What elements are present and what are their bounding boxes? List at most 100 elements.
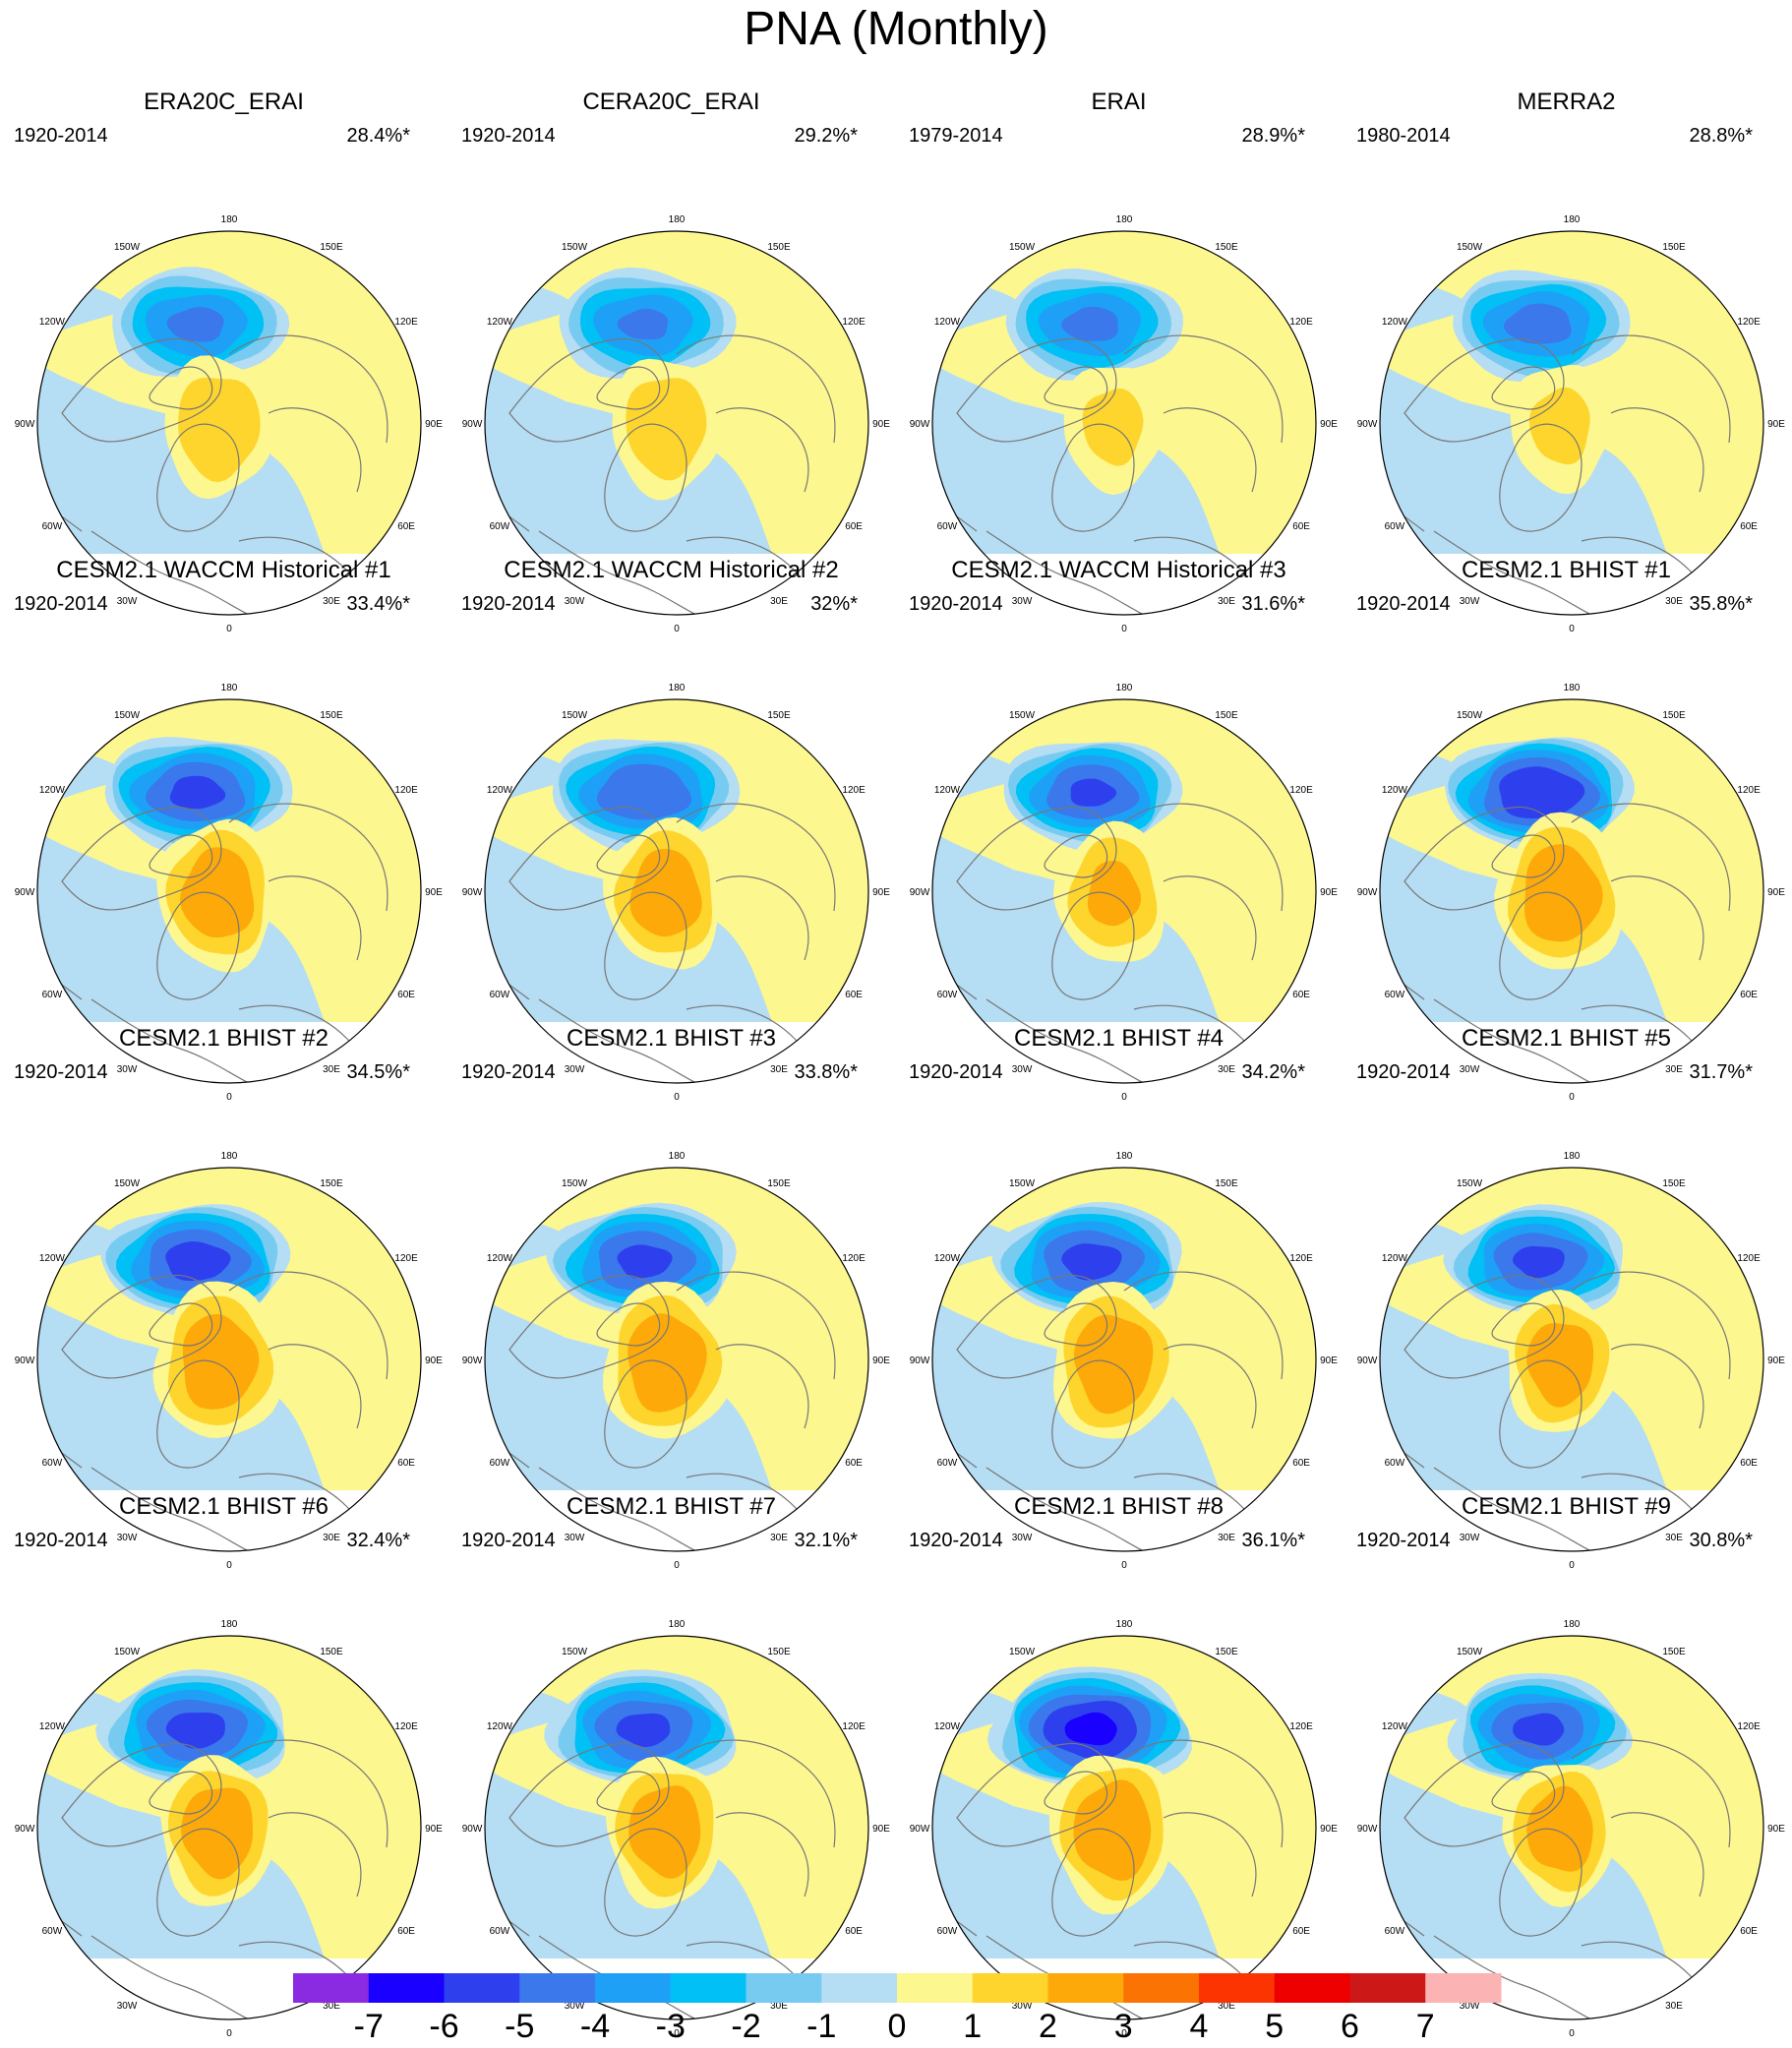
longitude-label: 90E bbox=[1767, 1355, 1785, 1366]
longitude-label: 60W bbox=[490, 990, 510, 1000]
map-border bbox=[36, 698, 422, 1084]
colorbar-swatch bbox=[1274, 1973, 1350, 2003]
arctic-high-contour-3 bbox=[1526, 1785, 1593, 1872]
longitude-label: 0 bbox=[674, 1092, 680, 1103]
longitude-label: 90E bbox=[1767, 1824, 1785, 1835]
map-field bbox=[1380, 231, 1763, 615]
panel-years: 1920-2014 bbox=[909, 1061, 1003, 1083]
longitude-label: 0 bbox=[1569, 1092, 1575, 1103]
polar-map: 180 150E 120E 90E 60E 30E 0 30W 60W 90W 120W 150W bbox=[15, 683, 444, 1103]
panel-years: 1920-2014 bbox=[14, 1061, 108, 1083]
longitude-label: 180 bbox=[221, 1151, 238, 1162]
longitude-label: 90W bbox=[462, 887, 483, 898]
longitude-label: 150E bbox=[1215, 710, 1238, 721]
pacific-low-contour-6 bbox=[169, 775, 226, 810]
longitude-label: 180 bbox=[1116, 683, 1133, 693]
longitude-label: 120E bbox=[1737, 1721, 1761, 1732]
map-border bbox=[931, 698, 1317, 1084]
arctic-high-contour-3 bbox=[182, 1313, 260, 1410]
longitude-label: 180 bbox=[1116, 1619, 1133, 1630]
polar-map: 180 150E 120E 90E 60E 30E 0 30W 60W 90W 120W 150W bbox=[462, 214, 891, 634]
colorbar-swatch bbox=[293, 1973, 370, 2003]
longitude-label: 90E bbox=[872, 887, 890, 898]
colorbar-swatch bbox=[368, 1973, 445, 2003]
longitude-label: 180 bbox=[1564, 214, 1581, 225]
longitude-label: 90W bbox=[15, 1355, 35, 1366]
map-border bbox=[36, 1167, 422, 1552]
pacific-low-contour-6 bbox=[1070, 778, 1117, 807]
colorbar bbox=[293, 1973, 1502, 2003]
longitude-label: 120W bbox=[1382, 1721, 1408, 1732]
longitude-label: 30W bbox=[565, 2001, 585, 2012]
panel-title: CESM2.1 BHIST #6 bbox=[119, 1493, 329, 1520]
colorbar-swatch bbox=[821, 1973, 898, 2003]
map-field bbox=[485, 231, 868, 615]
longitude-label: 30W bbox=[1012, 1533, 1033, 1543]
polar-map: 180 150E 120E 90E 60E 30E 0 30W 60W 90W 120W 150W bbox=[910, 683, 1339, 1103]
arctic-high-contour-3 bbox=[1524, 844, 1603, 942]
map-panel: 180 150E 120E 90E 60E 30E 0 30W 60W 90W 120W 150W CE… bbox=[448, 555, 895, 1103]
panel-title: CESM2.1 BHIST #1 bbox=[1462, 557, 1671, 583]
map-field bbox=[932, 1168, 1316, 1551]
arctic-high-contour-3 bbox=[627, 1313, 707, 1413]
longitude-label: 90W bbox=[15, 419, 35, 430]
longitude-label: 120E bbox=[1289, 317, 1313, 328]
polar-map: 180 150E 120E 90E 60E 30E 0 30W 60W 90W 120W 150W bbox=[1357, 1151, 1786, 1571]
longitude-label: 180 bbox=[669, 1619, 686, 1630]
panel-variance-explained: 32.4%* bbox=[346, 1530, 411, 1551]
longitude-label: 0 bbox=[1569, 624, 1575, 634]
longitude-label: 30E bbox=[323, 1533, 340, 1543]
colorbar-swatch bbox=[1199, 1973, 1276, 2003]
map-panel: 180 150E 120E 90E 60E 30E 0 30W 60W 90W 120W 150W CE… bbox=[1343, 555, 1790, 1103]
colorbar-tick-label: -2 bbox=[731, 2008, 761, 2045]
panel-years: 1920-2014 bbox=[909, 593, 1003, 615]
longitude-label: 120E bbox=[1289, 785, 1313, 796]
map-field bbox=[485, 699, 868, 1083]
longitude-label: 60W bbox=[937, 1926, 958, 1937]
longitude-label: 120W bbox=[934, 317, 961, 328]
longitude-label: 120E bbox=[842, 1253, 866, 1264]
panel-title: CESM2.1 BHIST #8 bbox=[1014, 1493, 1224, 1520]
polar-map: 180 150E 120E 90E 60E 30E 0 30W 60W 90W 120W 150W bbox=[15, 1619, 444, 2039]
colorbar-swatch bbox=[972, 1973, 1048, 2003]
colorbar-tick-label: 6 bbox=[1341, 2008, 1359, 2045]
longitude-label: 90W bbox=[910, 887, 930, 898]
panel-years: 1979-2014 bbox=[909, 125, 1003, 147]
panel-years: 1920-2014 bbox=[14, 125, 108, 147]
longitude-label: 0 bbox=[1569, 2028, 1575, 2039]
longitude-label: 90W bbox=[462, 1824, 483, 1835]
panel-variance-explained: 33.8%* bbox=[794, 1061, 859, 1083]
map-panel: 180 150E 120E 90E 60E 30E 0 30W 60W 90W 120W 150W CE… bbox=[0, 555, 448, 1103]
longitude-label: 60W bbox=[490, 1926, 510, 1937]
map-border bbox=[931, 230, 1317, 616]
longitude-label: 90E bbox=[872, 419, 890, 430]
map-field bbox=[37, 231, 421, 615]
panel-variance-explained: 33.4%* bbox=[346, 593, 411, 615]
panel-title: CESM2.1 BHIST #3 bbox=[567, 1025, 776, 1052]
colorbar-swatch bbox=[1425, 1973, 1502, 2003]
longitude-label: 90E bbox=[1767, 419, 1785, 430]
map-panel: 180 150E 120E 90E 60E 30E 0 30W 60W 90W 120W 150W CE… bbox=[895, 555, 1343, 1103]
colorbar-labels: -7 -6 -5 -4 -3 -2 -1 0 1 2 3 4 5 6 7 bbox=[0, 2003, 1792, 2048]
longitude-label: 120E bbox=[1737, 317, 1761, 328]
longitude-label: 30E bbox=[1665, 1064, 1683, 1075]
longitude-label: 0 bbox=[1569, 1560, 1575, 1571]
pacific-low-contour-6 bbox=[616, 1713, 671, 1747]
polar-map: 180 150E 120E 90E 60E 30E 0 30W 60W 90W 120W 150W bbox=[1357, 214, 1786, 634]
panel-title: CESM2.1 BHIST #5 bbox=[1462, 1025, 1671, 1052]
panel-variance-explained: 31.7%* bbox=[1689, 1061, 1754, 1083]
colorbar-tick-label: 0 bbox=[887, 2008, 907, 2045]
longitude-label: 150E bbox=[1215, 242, 1238, 253]
longitude-label: 60W bbox=[490, 521, 510, 532]
coastlines bbox=[932, 1739, 1284, 2019]
colorbar-tick-label: 7 bbox=[1415, 2008, 1435, 2045]
panel-title: ERAI bbox=[1091, 89, 1147, 115]
longitude-label: 60E bbox=[845, 1458, 863, 1469]
colorbar-tick-label: -7 bbox=[353, 2008, 384, 2045]
longitude-label: 150W bbox=[562, 710, 588, 721]
longitude-label: 90W bbox=[1357, 887, 1378, 898]
longitude-label: 30E bbox=[323, 1064, 340, 1075]
longitude-label: 180 bbox=[669, 214, 686, 225]
pacific-low-contour-6 bbox=[1513, 1713, 1565, 1746]
map-field bbox=[485, 1636, 868, 2019]
